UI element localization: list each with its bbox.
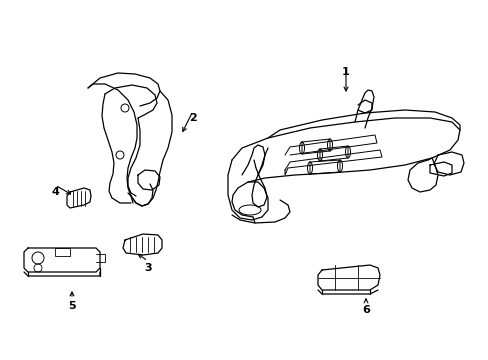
Text: 6: 6 [361,305,369,315]
Text: 4: 4 [51,187,59,197]
Text: 2: 2 [189,113,197,123]
Text: 5: 5 [68,301,76,311]
Text: 3: 3 [144,263,151,273]
Text: 1: 1 [342,67,349,77]
